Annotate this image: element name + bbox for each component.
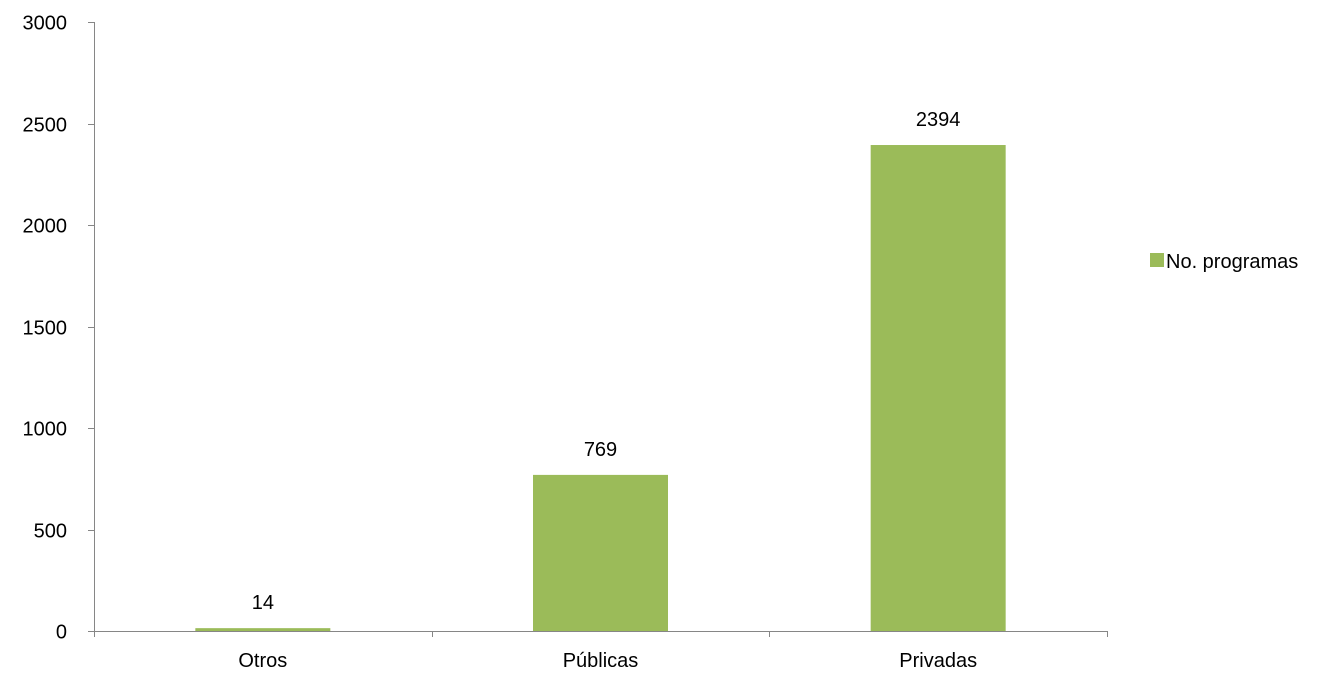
bar-otros [195, 628, 331, 631]
x-tick-label: Otros [238, 650, 287, 672]
y-tick-label: 500 [34, 521, 67, 543]
data-label: 769 [584, 439, 617, 461]
y-axis: 0 500 1000 1500 2000 2500 3000 [23, 13, 95, 644]
data-labels: 14 769 2394 [252, 109, 961, 614]
x-tick-label: Privadas [899, 650, 977, 672]
x-axis-ticks: Otros Públicas Privadas [94, 631, 1108, 672]
data-label: 14 [252, 592, 274, 614]
y-tick-label: 1500 [23, 318, 68, 340]
y-tick-label: 2500 [23, 115, 68, 137]
y-tick-label: 3000 [23, 13, 68, 35]
legend: No. programas [1150, 251, 1298, 273]
data-label: 2394 [916, 109, 961, 131]
y-axis-ticks: 0 500 1000 1500 2000 2500 3000 [23, 13, 94, 644]
y-tick-label: 0 [56, 622, 67, 644]
bar-privadas [870, 145, 1006, 631]
x-axis: Otros Públicas Privadas [94, 631, 1108, 672]
legend-label: No. programas [1166, 251, 1298, 273]
bar-públicas [533, 474, 668, 631]
legend-swatch [1150, 253, 1164, 267]
x-tick-label: Públicas [563, 650, 639, 672]
y-tick-label: 1000 [23, 419, 68, 441]
y-tick-label: 2000 [23, 216, 68, 238]
bar-series [195, 145, 1006, 631]
